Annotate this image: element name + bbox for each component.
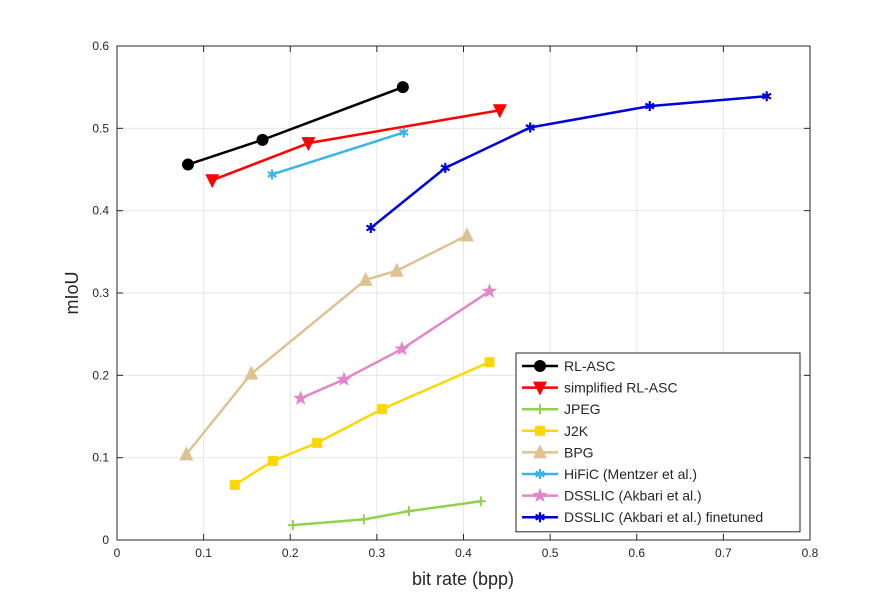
data-point [377, 404, 387, 414]
legend-label: simplified RL-ASC [564, 380, 678, 396]
data-point [268, 456, 278, 466]
series-simplified-rl-asc [205, 104, 507, 188]
y-tick-label: 0.6 [92, 39, 109, 53]
point-marker [476, 496, 486, 506]
point-marker [336, 371, 351, 385]
series-line [371, 96, 767, 228]
y-axis-label: mIoU [62, 271, 82, 314]
x-tick-label: 0.2 [282, 546, 299, 560]
data-point [359, 514, 369, 524]
point-marker [257, 134, 268, 145]
series-dsslic-akbari-et-al-finetuned [367, 91, 771, 233]
data-point [397, 82, 408, 93]
y-tick-label: 0 [102, 533, 109, 547]
legend-label: DSSLIC (Akbari et al.) finetuned [564, 509, 763, 525]
x-tick-label: 0.8 [802, 546, 819, 560]
legend-label: JPEG [564, 401, 601, 417]
y-tick-label: 0.3 [92, 286, 109, 300]
legend: RL-ASC simplified RL-ASC JPEG J2K BPG HiFiC (… [516, 353, 800, 532]
chart: 0 0.1 0.2 0.3 0.4 0.5 0.6 0.7 0.8 0 0.1 0.2 0.3 0.4 0.… [0, 0, 894, 607]
point-marker [460, 227, 474, 241]
data-point [476, 496, 486, 506]
legend-label: DSSLIC (Akbari et al.) [564, 488, 702, 504]
data-point [535, 361, 546, 372]
series-j2k [230, 357, 495, 490]
data-point [336, 371, 351, 385]
point-marker [397, 82, 408, 93]
data-point [205, 174, 219, 188]
point-marker [268, 456, 278, 466]
x-tick-label: 0.6 [628, 546, 645, 560]
series-rl-asc [183, 82, 409, 170]
data-point [394, 341, 409, 355]
series-dsslic-akbari-et-al [293, 283, 497, 405]
series-jpeg [288, 496, 486, 530]
point-marker [404, 506, 414, 516]
y-tick-label: 0.5 [92, 121, 109, 135]
series-line [235, 362, 490, 485]
legend-label: RL-ASC [564, 358, 615, 374]
data-point [484, 357, 494, 367]
data-point [230, 480, 240, 490]
data-point [404, 506, 414, 516]
data-point [293, 390, 308, 404]
series-line [188, 87, 403, 164]
x-tick-label: 0.1 [195, 546, 212, 560]
y-tick-label: 0.4 [92, 204, 109, 218]
series-line [301, 291, 490, 398]
point-marker [230, 480, 240, 490]
series-line [212, 110, 500, 180]
data-point [535, 426, 545, 436]
point-marker [288, 520, 298, 530]
point-marker [377, 404, 387, 414]
x-tick-label: 0.4 [455, 546, 472, 560]
point-marker [390, 263, 404, 277]
point-marker [484, 357, 494, 367]
x-tick-label: 0.3 [369, 546, 386, 560]
data-point [244, 366, 258, 380]
x-axis-label: bit rate (bpp) [412, 569, 514, 589]
data-point [288, 520, 298, 530]
legend-label: BPG [564, 444, 594, 460]
point-marker [183, 159, 194, 170]
data-point [312, 438, 322, 448]
series-line [186, 235, 467, 454]
series-line [293, 501, 481, 525]
legend-label: J2K [564, 423, 589, 439]
data-point [257, 134, 268, 145]
legend-label: HiFiC (Mentzer et al.) [564, 466, 697, 482]
x-tick-label: 0 [114, 546, 121, 560]
point-marker [293, 390, 308, 404]
series-bpg [179, 227, 474, 460]
point-marker [535, 361, 546, 372]
point-marker [205, 174, 219, 188]
data-point [460, 227, 474, 241]
y-tick-label: 0.2 [92, 368, 109, 382]
point-marker [312, 438, 322, 448]
data-point [390, 263, 404, 277]
y-tick-label: 0.1 [92, 451, 109, 465]
x-tick-label: 0.5 [542, 546, 559, 560]
point-marker [535, 426, 545, 436]
point-marker [359, 514, 369, 524]
point-marker [244, 366, 258, 380]
x-tick-label: 0.7 [715, 546, 732, 560]
point-marker [394, 341, 409, 355]
series-hific-mentzer-et-al [268, 127, 408, 179]
data-point [183, 159, 194, 170]
